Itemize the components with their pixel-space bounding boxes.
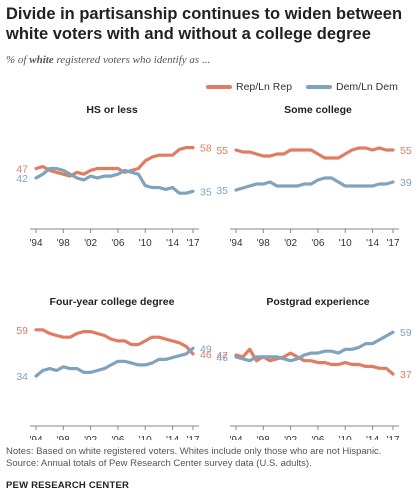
x-tick-label-0-3: '06: [111, 238, 124, 249]
series-end-label-0-1: 35: [200, 186, 212, 198]
series-end-label-1-1: 39: [400, 177, 412, 189]
chart-subtitle: % of white registered voters who identif…: [6, 54, 210, 66]
chart-notes: Notes: Based on white registered voters.…: [6, 446, 418, 470]
panel-title-0: HS or less: [86, 104, 138, 116]
x-tick-label-3-5: '14: [366, 435, 379, 440]
x-tick-label-2-2: '02: [84, 435, 97, 440]
series-start-label-0-0: 47: [16, 164, 28, 176]
x-tick-label-0-6: '17: [186, 238, 199, 249]
series-end-label-0-0: 58: [200, 143, 212, 155]
series-start-label-3-1: 46: [216, 352, 228, 364]
brand-logo-text: PEW RESEARCH CENTER: [6, 480, 130, 491]
x-tick-label-2-0: '94: [29, 435, 42, 440]
x-tick-label-0-4: '10: [139, 238, 152, 249]
x-tick-label-1-3: '06: [311, 238, 324, 249]
legend-label-rep: Rep/Ln Rep: [236, 81, 293, 93]
series-end-label-2-0: 46: [200, 349, 212, 361]
x-tick-label-1-6: '17: [386, 238, 399, 249]
series-line-0-0: [34, 146, 195, 178]
series-end-label-3-1: 59: [400, 327, 412, 339]
series-end-label-1-0: 55: [400, 145, 412, 157]
series-end-label-3-0: 37: [400, 369, 412, 381]
x-tick-label-2-4: '10: [139, 435, 152, 440]
x-tick-label-2-3: '06: [111, 435, 124, 440]
x-tick-label-2-5: '14: [166, 435, 179, 440]
series-start-label-3-0: 47: [216, 350, 228, 362]
series-end-label-2-1: 49: [200, 343, 212, 355]
series-start-label-2-1: 34: [16, 371, 28, 383]
x-tick-label-1-2: '02: [284, 238, 297, 249]
x-tick-label-2-6: '17: [186, 435, 199, 440]
x-tick-label-3-3: '06: [311, 435, 324, 440]
x-tick-label-1-0: '94: [229, 238, 242, 249]
series-start-label-0-1: 42: [16, 173, 28, 185]
series-line-0-1: [34, 166, 195, 195]
series-line-1-0: [234, 146, 395, 160]
legend-item-dem: Dem/Ln Dem: [306, 81, 398, 93]
series-start-label-1-1: 35: [216, 185, 228, 197]
x-tick-label-3-1: '98: [257, 435, 270, 440]
subtitle-suffix: registered voters who identify as ...: [53, 54, 211, 66]
x-tick-label-3-6: '17: [386, 435, 399, 440]
x-tick-label-2-1: '98: [57, 435, 70, 440]
series-start-label-2-0: 59: [16, 325, 28, 337]
x-tick-label-1-5: '14: [366, 238, 379, 249]
x-tick-label-3-2: '02: [284, 435, 297, 440]
x-tick-label-0-2: '02: [84, 238, 97, 249]
legend-swatch-dem: [306, 85, 332, 89]
chart-title: Divide in partisanship continues to wide…: [6, 5, 403, 43]
subtitle-emphasis: white: [29, 54, 54, 66]
series-line-3-1: [234, 330, 395, 363]
legend-swatch-rep: [206, 85, 232, 89]
x-tick-label-1-4: '10: [339, 238, 352, 249]
series-line-1-1: [234, 176, 395, 192]
subtitle-prefix: % of: [6, 54, 30, 66]
series-line-2-0: [34, 328, 195, 356]
series-line-2-1: [34, 346, 195, 378]
panel-title-2: Four-year college degree: [50, 296, 175, 308]
x-tick-label-3-4: '10: [339, 435, 352, 440]
legend-label-dem: Dem/Ln Dem: [336, 81, 398, 93]
source-text: Source: Annual totals of Pew Research Ce…: [6, 458, 312, 469]
x-tick-label-0-5: '14: [166, 238, 179, 249]
panel-title-1: Some college: [284, 104, 352, 116]
x-tick-label-0-0: '94: [29, 238, 42, 249]
panel-title-3: Postgrad experience: [266, 296, 369, 308]
x-tick-label-1-1: '98: [257, 238, 270, 249]
series-start-label-1-0: 55: [216, 145, 228, 157]
small-multiples-chart: HS or less '94 '98 '02 '06 '10 '14 '17 47 58 42 35 S…: [16, 104, 412, 440]
legend-item-rep: Rep/Ln Rep: [206, 81, 292, 93]
x-tick-label-0-1: '98: [57, 238, 70, 249]
x-tick-label-3-0: '94: [229, 435, 242, 440]
notes-text: Notes: Based on white registered voters.…: [6, 446, 382, 457]
